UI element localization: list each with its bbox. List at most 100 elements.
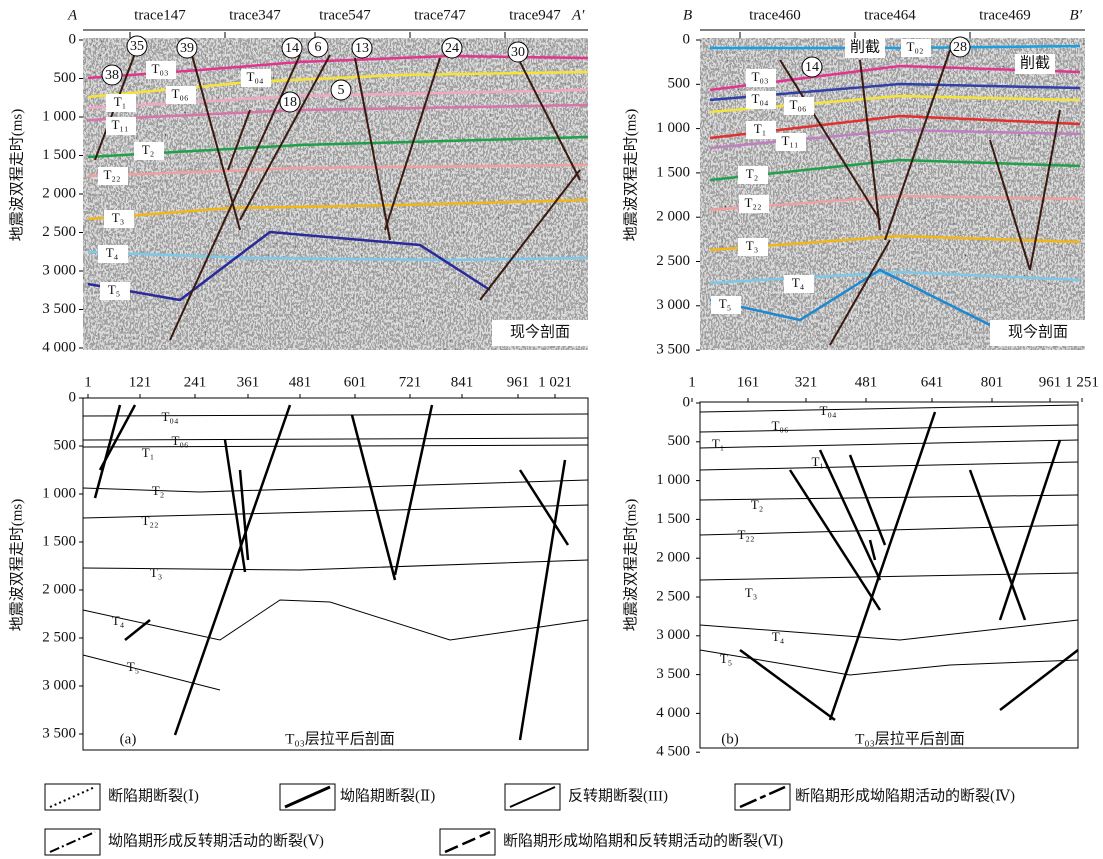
legend-label: 断陷期形成坳陷期和反转期活动的断裂(Ⅵ) xyxy=(503,832,783,849)
horizon-label: T₀₄ xyxy=(246,69,263,84)
label-box xyxy=(100,282,130,300)
horizon xyxy=(699,404,1079,413)
label-box xyxy=(146,61,176,79)
fault-trace xyxy=(189,47,241,231)
horizon-label: T₅ xyxy=(720,651,732,666)
label-box xyxy=(241,69,271,87)
fault-trace xyxy=(884,49,951,241)
horizon xyxy=(82,437,589,441)
y-tick-label: 0 xyxy=(69,31,77,47)
horizon-label: T₁ xyxy=(712,436,724,451)
horizon xyxy=(699,424,1079,433)
horizon-label: T₁₁ xyxy=(111,117,128,132)
section-header: A xyxy=(67,7,78,23)
horizon xyxy=(87,163,589,178)
y-tick-label: 2 000 xyxy=(42,581,76,597)
horizon xyxy=(699,494,1079,501)
fault-trace xyxy=(239,54,331,221)
fault-number: 14 xyxy=(805,60,819,75)
y-tick-label: 1 500 xyxy=(656,511,690,527)
legend-line xyxy=(444,830,491,854)
fault-marker xyxy=(101,64,123,86)
label-box xyxy=(106,117,136,135)
horizon-label: T₀₃ xyxy=(151,61,168,76)
horizon xyxy=(82,479,589,493)
fault-trace xyxy=(169,54,301,341)
fault-number: 39 xyxy=(180,41,194,56)
x-tick-label: 801 xyxy=(981,374,1004,390)
horizon xyxy=(82,599,589,641)
fault-marker xyxy=(949,36,971,58)
fault xyxy=(93,404,122,499)
horizon xyxy=(709,270,1081,285)
fault-trace xyxy=(779,59,881,221)
fault-marker xyxy=(441,37,463,59)
y-tick-label: 4 000 xyxy=(42,339,76,355)
fault xyxy=(968,469,1027,621)
legend-line xyxy=(49,786,96,808)
x-tick-label: 1 251 xyxy=(1065,374,1099,390)
x-tick-label: 481 xyxy=(855,374,878,390)
y-tick-label: 0 xyxy=(69,389,77,405)
fault-number: 28 xyxy=(953,40,967,55)
legend-line xyxy=(739,785,786,809)
horizon-label: T₁ xyxy=(142,445,154,460)
fault-number: 18 xyxy=(283,95,297,110)
legend-label: 反转期断裂(III) xyxy=(568,787,668,804)
fault-trace xyxy=(479,169,581,301)
fault-marker xyxy=(330,79,352,101)
y-tick-label: 1 000 xyxy=(656,472,690,488)
section-header: trace469 xyxy=(979,7,1031,23)
fault xyxy=(223,439,247,573)
y-tick-label: 1 000 xyxy=(656,120,690,136)
panel-label: (b) xyxy=(721,731,739,747)
y-tick-label: 1 500 xyxy=(42,147,76,163)
x-tick-label: 641 xyxy=(921,374,944,390)
x-tick-label: 1 021 xyxy=(538,374,572,390)
section-header: B xyxy=(683,7,692,23)
stamp-box xyxy=(492,320,588,346)
y-tick-label: 500 xyxy=(54,437,77,453)
horizon xyxy=(82,413,589,417)
y-tick-label: 4 500 xyxy=(656,744,690,760)
y-tick-label: 3 500 xyxy=(42,301,76,317)
x-tick-label: 361 xyxy=(237,374,260,390)
horizon xyxy=(87,198,589,221)
label-box xyxy=(901,39,931,57)
section-frame-a xyxy=(82,397,589,751)
legend-line xyxy=(509,786,556,808)
horizon-label: T₀₆ xyxy=(789,97,806,112)
x-tick-label: 841 xyxy=(451,374,474,390)
fault-number: 24 xyxy=(445,41,459,56)
fault xyxy=(393,404,434,576)
caption: T₀₃层拉平后剖面 xyxy=(285,730,395,747)
x-tick-label: 1 xyxy=(688,374,696,390)
fault xyxy=(238,469,250,561)
horizon-label: T₀₃ xyxy=(751,69,768,84)
seismic-image-b xyxy=(700,38,1085,350)
annotation: 削截 xyxy=(1020,54,1050,71)
y-tick-label: 4 000 xyxy=(656,705,690,721)
horizon-label: T₃ xyxy=(112,210,124,225)
fault-number: 35 xyxy=(130,39,144,54)
section-header: trace547 xyxy=(319,7,371,23)
section-header: trace947 xyxy=(509,7,561,23)
horizon-label: T₄ xyxy=(792,275,805,290)
horizon-label: T₂ xyxy=(751,497,763,512)
x-tick-label: 481 xyxy=(289,374,312,390)
horizon-label: T₀₆ xyxy=(771,418,788,433)
horizon-label: T₀₄ xyxy=(751,91,768,106)
x-tick-label: 321 xyxy=(795,374,818,390)
fault-number: 14 xyxy=(285,41,299,56)
fault xyxy=(999,649,1079,711)
y-tick-label: 2 500 xyxy=(42,224,76,240)
horizon-label: T₀₄ xyxy=(819,403,836,418)
y-tick-label: 2 500 xyxy=(656,253,690,269)
section-frame-b xyxy=(699,401,1079,749)
legend-label: 坳陷期断裂(Ⅱ) xyxy=(340,787,435,804)
horizon-label: T₀₄ xyxy=(161,409,178,424)
label-box xyxy=(776,133,806,151)
label-box xyxy=(739,195,769,213)
